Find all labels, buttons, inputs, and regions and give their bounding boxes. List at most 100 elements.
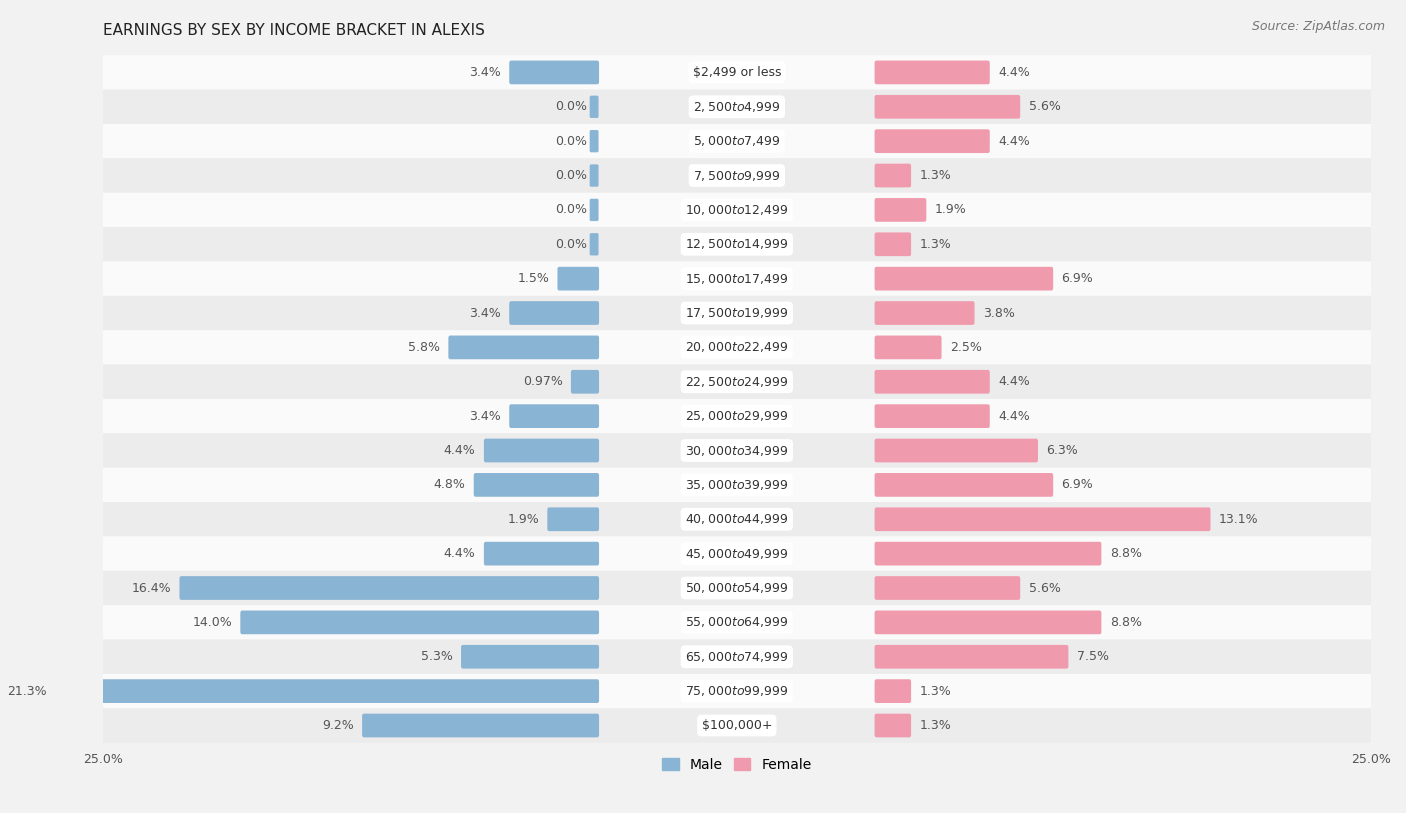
FancyBboxPatch shape [509, 404, 599, 428]
FancyBboxPatch shape [363, 714, 599, 737]
FancyBboxPatch shape [875, 233, 911, 256]
Text: 9.2%: 9.2% [322, 719, 354, 732]
FancyBboxPatch shape [240, 611, 599, 634]
Text: 4.4%: 4.4% [998, 410, 1029, 423]
Legend: Male, Female: Male, Female [657, 752, 817, 777]
Text: 3.8%: 3.8% [983, 307, 1015, 320]
FancyBboxPatch shape [557, 267, 599, 290]
Text: $10,000 to $12,499: $10,000 to $12,499 [685, 203, 789, 217]
FancyBboxPatch shape [875, 370, 990, 393]
FancyBboxPatch shape [589, 164, 599, 187]
Text: 5.8%: 5.8% [408, 341, 440, 354]
Text: 1.9%: 1.9% [508, 513, 538, 526]
Text: $35,000 to $39,999: $35,000 to $39,999 [685, 478, 789, 492]
Text: 7.5%: 7.5% [1077, 650, 1109, 663]
FancyBboxPatch shape [103, 571, 1371, 605]
Text: 1.3%: 1.3% [920, 169, 952, 182]
FancyBboxPatch shape [875, 541, 1101, 566]
FancyBboxPatch shape [474, 473, 599, 497]
FancyBboxPatch shape [461, 645, 599, 668]
FancyBboxPatch shape [547, 507, 599, 531]
FancyBboxPatch shape [589, 198, 599, 221]
FancyBboxPatch shape [875, 473, 1053, 497]
FancyBboxPatch shape [875, 714, 911, 737]
FancyBboxPatch shape [875, 267, 1053, 290]
Text: $5,000 to $7,499: $5,000 to $7,499 [693, 134, 780, 148]
FancyBboxPatch shape [875, 60, 990, 85]
Text: $75,000 to $99,999: $75,000 to $99,999 [685, 684, 789, 698]
Text: $100,000+: $100,000+ [702, 719, 772, 732]
Text: Source: ZipAtlas.com: Source: ZipAtlas.com [1251, 20, 1385, 33]
FancyBboxPatch shape [103, 296, 1371, 330]
FancyBboxPatch shape [103, 193, 1371, 227]
FancyBboxPatch shape [103, 55, 1371, 89]
FancyBboxPatch shape [571, 370, 599, 393]
Text: 4.4%: 4.4% [444, 444, 475, 457]
FancyBboxPatch shape [509, 60, 599, 85]
Text: $7,500 to $9,999: $7,500 to $9,999 [693, 168, 780, 183]
FancyBboxPatch shape [103, 330, 1371, 364]
FancyBboxPatch shape [103, 674, 1371, 708]
FancyBboxPatch shape [103, 467, 1371, 502]
Text: 3.4%: 3.4% [470, 307, 501, 320]
FancyBboxPatch shape [875, 680, 911, 703]
Text: 3.4%: 3.4% [470, 410, 501, 423]
FancyBboxPatch shape [103, 605, 1371, 640]
FancyBboxPatch shape [103, 124, 1371, 159]
Text: 5.6%: 5.6% [1029, 581, 1060, 594]
FancyBboxPatch shape [180, 576, 599, 600]
Text: $25,000 to $29,999: $25,000 to $29,999 [685, 409, 789, 423]
Text: EARNINGS BY SEX BY INCOME BRACKET IN ALEXIS: EARNINGS BY SEX BY INCOME BRACKET IN ALE… [103, 23, 485, 38]
Text: 4.4%: 4.4% [444, 547, 475, 560]
FancyBboxPatch shape [509, 301, 599, 325]
FancyBboxPatch shape [589, 130, 599, 152]
Text: $65,000 to $74,999: $65,000 to $74,999 [685, 650, 789, 663]
FancyBboxPatch shape [875, 129, 990, 153]
Text: 5.6%: 5.6% [1029, 100, 1060, 113]
Text: $40,000 to $44,999: $40,000 to $44,999 [685, 512, 789, 526]
FancyBboxPatch shape [55, 680, 599, 703]
Text: 4.4%: 4.4% [998, 376, 1029, 389]
Text: 0.0%: 0.0% [555, 169, 588, 182]
Text: 3.4%: 3.4% [470, 66, 501, 79]
Text: 14.0%: 14.0% [193, 616, 232, 629]
FancyBboxPatch shape [875, 439, 1038, 463]
FancyBboxPatch shape [103, 433, 1371, 467]
Text: 0.0%: 0.0% [555, 237, 588, 250]
Text: 5.3%: 5.3% [420, 650, 453, 663]
Text: 4.4%: 4.4% [998, 135, 1029, 148]
Text: 6.9%: 6.9% [1062, 478, 1094, 491]
FancyBboxPatch shape [103, 708, 1371, 743]
FancyBboxPatch shape [103, 227, 1371, 262]
Text: 8.8%: 8.8% [1109, 547, 1142, 560]
Text: $17,500 to $19,999: $17,500 to $19,999 [685, 306, 789, 320]
FancyBboxPatch shape [875, 301, 974, 325]
Text: $22,500 to $24,999: $22,500 to $24,999 [685, 375, 789, 389]
FancyBboxPatch shape [875, 404, 990, 428]
Text: 2.5%: 2.5% [950, 341, 981, 354]
FancyBboxPatch shape [103, 262, 1371, 296]
Text: $20,000 to $22,499: $20,000 to $22,499 [685, 341, 789, 354]
FancyBboxPatch shape [484, 439, 599, 463]
FancyBboxPatch shape [875, 576, 1021, 600]
Text: $30,000 to $34,999: $30,000 to $34,999 [685, 444, 789, 458]
FancyBboxPatch shape [103, 399, 1371, 433]
Text: 1.9%: 1.9% [935, 203, 966, 216]
Text: 13.1%: 13.1% [1219, 513, 1258, 526]
Text: 0.0%: 0.0% [555, 203, 588, 216]
Text: $15,000 to $17,499: $15,000 to $17,499 [685, 272, 789, 285]
Text: 16.4%: 16.4% [131, 581, 172, 594]
Text: 4.8%: 4.8% [433, 478, 465, 491]
Text: 1.3%: 1.3% [920, 719, 952, 732]
Text: 0.0%: 0.0% [555, 135, 588, 148]
Text: 1.3%: 1.3% [920, 685, 952, 698]
Text: 21.3%: 21.3% [7, 685, 46, 698]
Text: $45,000 to $49,999: $45,000 to $49,999 [685, 546, 789, 561]
FancyBboxPatch shape [103, 640, 1371, 674]
FancyBboxPatch shape [103, 502, 1371, 537]
FancyBboxPatch shape [875, 163, 911, 188]
FancyBboxPatch shape [875, 198, 927, 222]
FancyBboxPatch shape [875, 95, 1021, 119]
Text: $50,000 to $54,999: $50,000 to $54,999 [685, 581, 789, 595]
FancyBboxPatch shape [589, 96, 599, 118]
